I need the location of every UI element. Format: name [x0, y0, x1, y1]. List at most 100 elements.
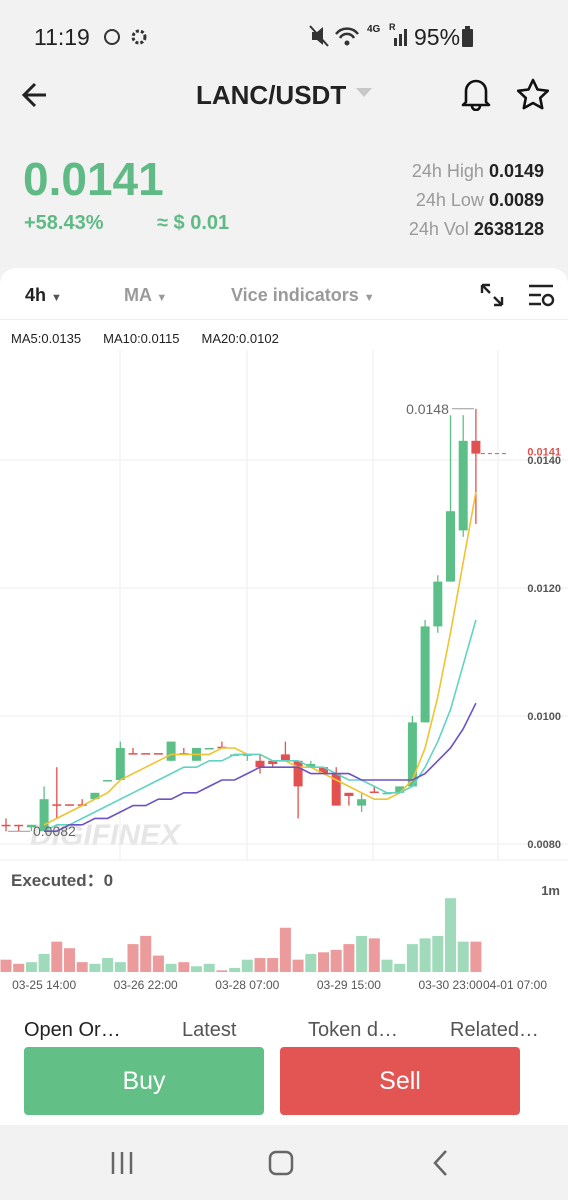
tab[interactable]: Related… [450, 1019, 539, 1041]
candle-body [458, 440, 468, 531]
volume-bar [445, 898, 456, 972]
network-type: 4G [367, 24, 381, 35]
buy-button[interactable]: Buy [24, 1047, 264, 1115]
x-tick-label: 04-01 07:00 [483, 978, 547, 992]
recent-apps[interactable] [111, 1152, 133, 1174]
volume-bar [165, 963, 177, 972]
divider [0, 319, 568, 320]
volume-bar [457, 941, 469, 972]
volume-bar [267, 958, 279, 972]
candle-body [293, 760, 303, 787]
candle-body [344, 792, 354, 796]
volume-bar [432, 935, 444, 972]
volume-bar [191, 966, 202, 972]
candle-body [357, 799, 367, 806]
volume-bar [203, 963, 215, 972]
candle-body [255, 760, 265, 768]
settings-button[interactable] [527, 282, 557, 310]
stat-value: 0.0089 [488, 190, 544, 210]
back-button[interactable] [20, 80, 52, 110]
interval-select[interactable]: 4h ▼ [25, 285, 62, 305]
ma-line [43, 619, 477, 832]
back-nav[interactable] [433, 1150, 447, 1176]
stat-value: 0.0149 [488, 161, 544, 181]
sub-indicator-select[interactable]: Vice indicators ▼ [231, 285, 375, 305]
candle-body [420, 626, 430, 723]
tab[interactable]: Token d… [308, 1019, 399, 1041]
volume-bar [381, 959, 393, 972]
volume-bar [406, 944, 418, 972]
candle-body [65, 804, 74, 806]
last-price: 0.0141 [23, 153, 164, 205]
fullscreen-button[interactable] [479, 282, 505, 308]
candle-body [1, 824, 11, 827]
status-time: 11:19 [34, 24, 90, 50]
x-tick-label: 03-25 14:00 [12, 978, 76, 992]
chart: DIGIFINEX 0.0080 0.0100 0.0120 0.0140 0.0148… [0, 350, 568, 992]
high-label: 0.0148 [406, 401, 449, 417]
volume-bar [330, 949, 342, 972]
ma-line [44, 702, 477, 832]
candle-body [369, 791, 379, 794]
tab[interactable]: Latest [182, 1019, 237, 1041]
stats: 24h High 0.0149 24h Low 0.0089 24h Vol 2… [409, 157, 544, 244]
candle-body [128, 753, 138, 755]
volume-bar [25, 962, 37, 972]
candle-body [166, 741, 176, 761]
volume-bar [152, 955, 164, 972]
volume-bar [76, 962, 88, 972]
volume-bar [292, 959, 304, 972]
volume-bar [140, 935, 152, 972]
candle-body [407, 722, 417, 787]
candle-body [115, 748, 125, 780]
alert-button[interactable] [460, 77, 492, 111]
volume-bar [229, 967, 241, 972]
candle-body [26, 824, 36, 828]
candle-body [153, 753, 163, 755]
candle-body [14, 824, 24, 827]
y-tick-label: 0.0100 [527, 711, 561, 723]
status-icons-right [309, 25, 359, 47]
candle-body [90, 792, 100, 800]
volume-bar [356, 935, 368, 972]
volume-bar [305, 953, 317, 972]
favorite-button[interactable] [516, 78, 550, 110]
candle-body [103, 780, 113, 782]
volume-bar [279, 927, 291, 972]
sell-button[interactable]: Sell [280, 1047, 520, 1115]
candle-body [306, 764, 316, 768]
candle-body [446, 511, 455, 582]
volume-bar [419, 938, 431, 972]
volume-bar [470, 941, 482, 972]
watermark: DIGIFINEX [30, 819, 182, 852]
stat-value: 2638128 [473, 219, 544, 239]
roaming: R [389, 22, 396, 32]
x-tick-label: 03-30 23:00 [418, 978, 482, 992]
stat-label: 24h Low [415, 190, 484, 210]
volume-bar [89, 963, 101, 972]
y-tick-label: 0.0080 [527, 839, 561, 851]
signal-icon [394, 29, 407, 46]
y-tick-label: 0.0120 [527, 583, 561, 595]
x-tick-label: 03-29 15:00 [317, 978, 381, 992]
nav-bar [0, 1125, 568, 1200]
executed-value: 0 [103, 871, 114, 890]
x-tick-label: 03-28 07:00 [215, 978, 279, 992]
home-button[interactable] [268, 1150, 294, 1176]
last-price-label: 0.0141 [527, 447, 561, 459]
volume-bar [0, 959, 12, 972]
main-indicator: MA [124, 285, 152, 305]
tab[interactable]: Open Or… [24, 1019, 121, 1041]
stat-label: 24h Vol [408, 219, 469, 239]
volume-bar [318, 952, 329, 972]
volume-bar [368, 938, 380, 972]
pair-title[interactable]: LANC/USDT [196, 80, 347, 110]
chart-card [0, 268, 568, 1125]
pair-dropdown[interactable] [355, 86, 373, 100]
candle-body [204, 748, 214, 750]
price-change: +58.43% [24, 212, 104, 234]
main-indicator-select[interactable]: MA ▼ [124, 285, 168, 305]
ma-legend: MA5:0.0135 MA10:0.0115 MA20:0.0102 [11, 331, 279, 346]
executed: Executed：0 [11, 866, 113, 891]
